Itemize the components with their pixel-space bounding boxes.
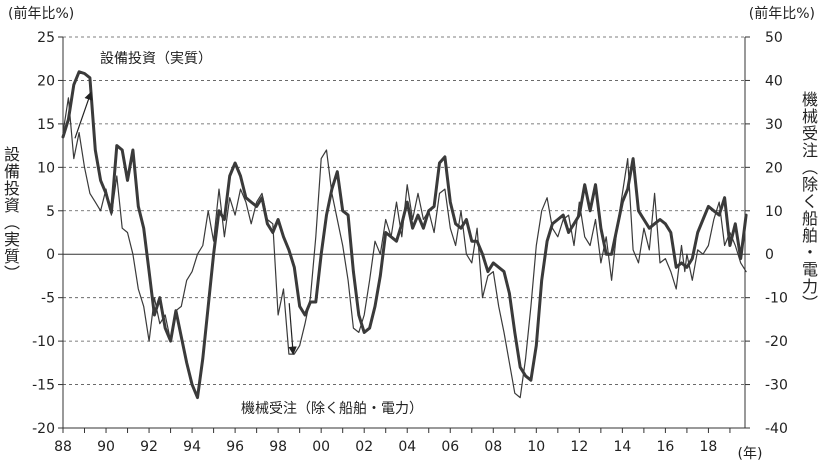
x-tick-label: 14 — [613, 439, 631, 455]
x-tick-label: 98 — [269, 439, 287, 455]
x-tick-label: 04 — [398, 439, 416, 455]
gridlines — [63, 36, 745, 429]
left-axis-title: 設備投資 ︵ 実質 ︶ — [3, 146, 21, 282]
x-tick-label: 92 — [140, 439, 158, 455]
axis-title-char: 質 — [3, 247, 20, 266]
x-tick-label: 02 — [355, 439, 373, 455]
left-tick-label: -10 — [32, 334, 55, 350]
axis-title-char: 舶 — [801, 226, 818, 245]
series-line-capex — [61, 70, 748, 400]
x-tick-label: 94 — [183, 439, 201, 455]
right-tick-label: -40 — [765, 421, 788, 437]
left-axis: 25 20 15 10 5 0 -5 -10 -15 -20 — [32, 30, 64, 437]
axis-title-char: ︵ — [3, 213, 20, 232]
axis-title-char: 設 — [3, 145, 20, 164]
series-layer — [61, 70, 748, 400]
x-axis: 88 90 92 94 96 98 00 02 04 06 08 10 12 14 16 18 — [54, 427, 745, 455]
right-tick-label: 40 — [765, 73, 783, 89]
x-unit-label: (年) — [738, 446, 763, 461]
x-tick-label: 10 — [527, 439, 545, 455]
left-tick-label: 0 — [46, 247, 55, 263]
right-tick-label: 10 — [765, 204, 783, 220]
left-tick-label: -20 — [32, 421, 55, 437]
x-tick-label: 90 — [97, 439, 115, 455]
annotation-arrow — [288, 303, 297, 355]
left-tick-label: -5 — [41, 291, 55, 307]
right-tick-label: -20 — [765, 334, 788, 350]
series-line-machinery-orders — [62, 97, 747, 399]
annotation-arrow — [74, 91, 93, 139]
axis-title-char: 船 — [801, 209, 818, 228]
annotation-label: 機械受注（除く船舶・電力） — [241, 401, 423, 417]
left-tick-label: 5 — [46, 204, 55, 220]
right-tick-label: -30 — [765, 378, 788, 394]
right-axis-title: 機械受注 ︵ 除く船舶・電力 ︶ — [801, 91, 819, 312]
axis-title-char: 投 — [3, 179, 20, 198]
left-tick-label: 25 — [37, 30, 55, 46]
annotations: 設備投資（実質） 機械受注（除く船舶・電力） — [74, 51, 423, 417]
right-tick-label: 50 — [765, 30, 783, 46]
axis-title-char: 備 — [3, 162, 20, 181]
axis-title-char: 除 — [801, 175, 818, 194]
axis-title-char: 実 — [3, 230, 20, 249]
left-tick-label: 20 — [37, 73, 55, 89]
x-tick-label: 96 — [226, 439, 244, 455]
x-tick-label: 16 — [656, 439, 674, 455]
axis-title-char: ・ — [801, 243, 818, 262]
left-unit-label: (前年比%) — [8, 5, 74, 22]
x-tick-label: 18 — [700, 439, 718, 455]
axis-title-char: ︶ — [801, 294, 818, 313]
left-tick-label: 15 — [37, 117, 55, 133]
axis-title-char: 電 — [801, 260, 818, 279]
x-tick-label: 88 — [54, 439, 72, 455]
right-unit-label: (前年比%) — [749, 5, 815, 22]
x-tick-label: 08 — [484, 439, 502, 455]
right-tick-label: 30 — [765, 117, 783, 133]
x-tick-label: 00 — [312, 439, 330, 455]
axis-title-char: 受 — [801, 124, 818, 143]
right-tick-label: 0 — [765, 247, 774, 263]
axis-title-char: 機 — [801, 90, 818, 109]
axis-title-char: く — [801, 192, 818, 211]
annotation-label: 設備投資（実質） — [100, 51, 212, 67]
right-tick-label: -10 — [765, 291, 788, 307]
left-tick-label: -15 — [32, 378, 55, 394]
x-tick-label: 12 — [570, 439, 588, 455]
axis-title-char: ︶ — [3, 264, 20, 283]
right-axis: 50 40 30 20 10 0 -10 -20 -30 -40 — [744, 30, 788, 437]
axis-title-char: 資 — [3, 196, 20, 215]
left-tick-label: 10 — [37, 160, 55, 176]
axis-title-char: ︵ — [801, 158, 818, 177]
x-tick-label: 06 — [441, 439, 459, 455]
axis-title-char: 力 — [801, 277, 818, 296]
axis-title-char: 械 — [801, 107, 818, 126]
axis-title-char: 注 — [801, 141, 818, 160]
right-tick-label: 20 — [765, 160, 783, 176]
